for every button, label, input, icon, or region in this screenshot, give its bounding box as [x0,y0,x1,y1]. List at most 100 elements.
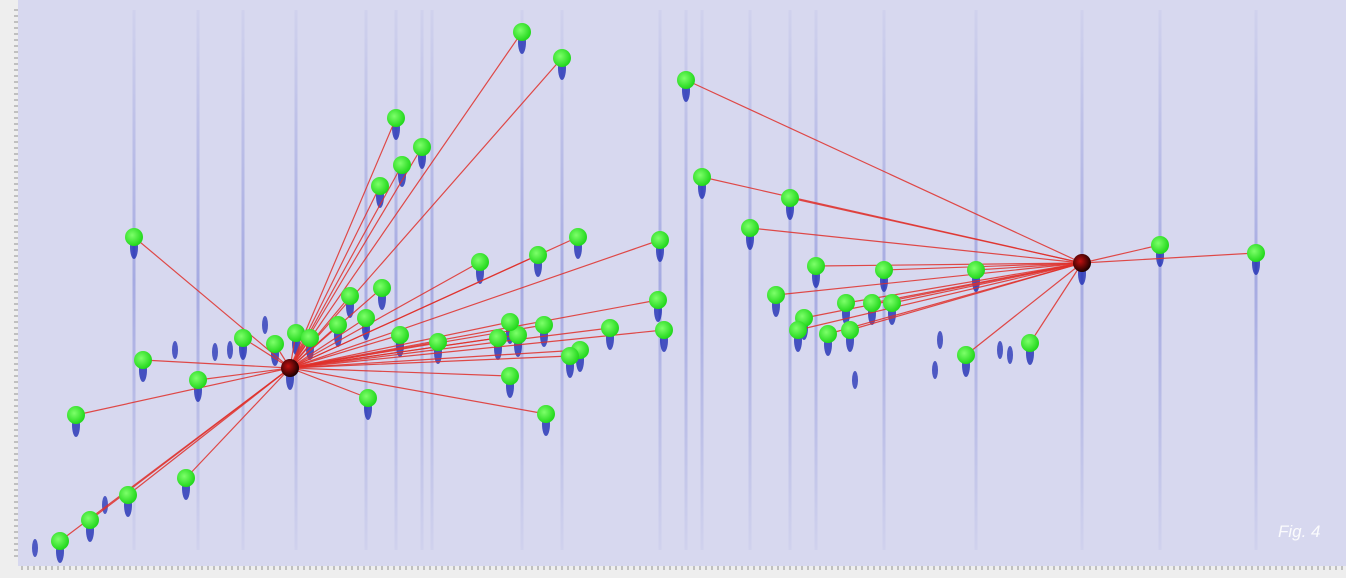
edge [685,79,1083,264]
streak [196,10,200,550]
streak [684,10,688,550]
node [741,219,759,237]
edge [289,367,511,377]
node [67,406,85,424]
edge [845,262,1083,304]
peak-blob [262,316,268,334]
node [134,351,152,369]
node [967,261,985,279]
node [371,177,389,195]
figure-caption: Fig. 4 [1278,522,1321,541]
edge [1081,252,1257,264]
y-axis-strip [0,0,18,566]
edge [289,57,563,369]
edge [289,31,523,369]
edge [289,117,397,369]
node [287,324,305,342]
streak [241,10,245,550]
node [883,294,901,312]
peak-blob [937,331,943,349]
node [357,309,375,327]
streak [420,10,424,550]
node [819,325,837,343]
edge [289,317,367,369]
node [393,156,411,174]
x-axis-strip [0,566,1346,578]
edge [133,236,291,369]
node [535,316,553,334]
edge [75,367,291,416]
node [789,321,807,339]
node [234,329,252,347]
edge [1081,244,1161,264]
node [509,326,527,344]
node [301,329,319,347]
node [561,347,579,365]
node [189,371,207,389]
streak [294,10,298,550]
edge [289,334,401,369]
edge [242,337,291,369]
streak [748,10,752,550]
edge [142,359,291,369]
node [391,326,409,344]
streak [430,10,434,550]
edge [289,337,499,369]
node [501,367,519,385]
edge [289,367,369,399]
streak [520,10,524,550]
edge [289,321,511,369]
node [501,313,519,331]
edge [289,327,611,369]
streak [560,10,564,550]
node [875,261,893,279]
edge [289,239,661,369]
edge [289,367,547,415]
streak [788,10,792,550]
edge [197,367,291,381]
streak [132,10,136,550]
edge [789,197,1083,264]
node [1247,244,1265,262]
node [471,253,489,271]
edge [289,329,665,369]
node [655,321,673,339]
node [651,231,669,249]
edge [289,341,439,369]
node [513,23,531,41]
node [429,333,447,351]
edge [289,349,581,369]
node [807,257,825,275]
node [489,329,507,347]
node [119,486,137,504]
peak-blob [932,361,938,379]
edge [289,355,571,369]
edge [185,367,291,479]
peak-blob [212,343,218,361]
edge [965,262,1083,356]
node [177,469,195,487]
edge [815,262,1083,267]
edge [59,367,291,542]
node [1021,334,1039,352]
node [413,138,431,156]
edge [1029,262,1083,344]
node [693,168,711,186]
node [863,294,881,312]
node [841,321,859,339]
peak-blob [997,341,1003,359]
network-nodes [51,23,1265,550]
axis-ticks [14,9,1343,570]
node [341,287,359,305]
edge [289,261,481,369]
node [569,228,587,246]
streak [364,10,368,550]
peak-blob [1007,346,1013,364]
node [537,405,555,423]
node [1151,236,1169,254]
streak [700,10,704,550]
peak-blob [227,341,233,359]
